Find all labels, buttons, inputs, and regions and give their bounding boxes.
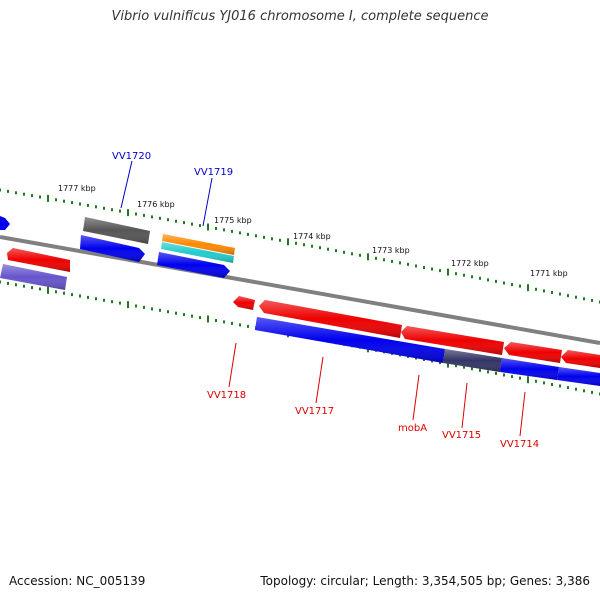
- gene-blue-vv1714[interactable]: [500, 358, 559, 380]
- gene-label-moba[interactable]: mobA: [398, 423, 427, 434]
- gene-red-vv1715[interactable]: [504, 342, 562, 363]
- gene-label-vv1714[interactable]: VV1714: [500, 439, 539, 450]
- callout-line-vv1717: [315, 356, 324, 404]
- ruler-ticks-outer: [0, 188, 600, 304]
- ruler-label-1772: 1772 kbp: [451, 259, 489, 268]
- ruler-label-1773: 1773 kbp: [372, 246, 410, 255]
- gene-red-moba[interactable]: [401, 326, 504, 355]
- ruler-ticks-inner: [0, 280, 600, 396]
- gene-cyan-vv1719[interactable]: [161, 242, 234, 263]
- gene-orange-vv1719[interactable]: [162, 234, 235, 255]
- ruler-label-1775: 1775 kbp: [214, 216, 252, 225]
- accession-text: Accession: NC_005139: [9, 574, 146, 588]
- gene-navy-vv1715[interactable]: [443, 349, 502, 372]
- callout-line-vv1719: [202, 177, 213, 227]
- gene-label-vv1719[interactable]: VV1719: [194, 167, 233, 178]
- gene-red-left[interactable]: [7, 248, 70, 272]
- ruler-label-1774: 1774 kbp: [293, 232, 331, 241]
- ruler-label-1776: 1776 kbp: [137, 200, 175, 209]
- gene-lavender-left[interactable]: [0, 264, 67, 290]
- gene-label-vv1718[interactable]: VV1718: [207, 390, 246, 401]
- gene-red-vv1714[interactable]: [561, 350, 600, 368]
- ruler-label-1771: 1771 kbp: [530, 269, 568, 278]
- gene-red-vv1718[interactable]: [233, 296, 255, 310]
- gene-blue-vv1720[interactable]: [80, 235, 145, 262]
- chromosome-backbone: [0, 235, 600, 345]
- gene-blue-edge-left[interactable]: [0, 216, 10, 230]
- gene-label-vv1715[interactable]: VV1715: [442, 430, 481, 441]
- gene-blue-right-edge[interactable]: [557, 367, 600, 386]
- gene-label-vv1720[interactable]: VV1720: [112, 151, 151, 162]
- gene-red-vv1717[interactable]: [259, 300, 402, 338]
- callout-line-vv1720: [120, 160, 133, 209]
- ruler-label-1777: 1777 kbp: [58, 184, 96, 193]
- callout-line-vv1714: [519, 391, 526, 437]
- gene-grey-vv1720[interactable]: [83, 217, 150, 244]
- gene-blue-long[interactable]: [255, 317, 445, 363]
- callout-line-moba: [412, 374, 420, 421]
- callout-line-vv1718: [228, 342, 237, 388]
- topology-summary: Topology: circular; Length: 3,354,505 bp…: [260, 574, 590, 588]
- map-title: Vibrio vulnificus YJ016 chromosome I, co…: [111, 9, 489, 24]
- gene-blue-vv1719[interactable]: [157, 252, 230, 278]
- gene-label-vv1717[interactable]: VV1717: [295, 406, 334, 417]
- callout-line-vv1715: [461, 382, 468, 429]
